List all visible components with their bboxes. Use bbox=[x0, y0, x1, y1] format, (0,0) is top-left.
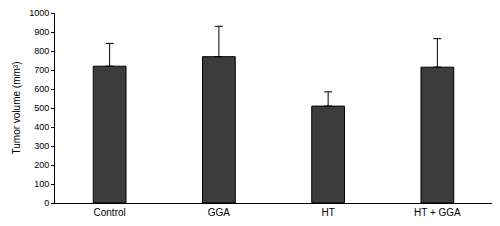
svg-text:HT: HT bbox=[321, 207, 334, 218]
svg-text:400: 400 bbox=[34, 122, 49, 132]
svg-text:600: 600 bbox=[34, 84, 49, 94]
svg-text:HT + GGA: HT + GGA bbox=[414, 207, 461, 218]
svg-text:GGA: GGA bbox=[208, 207, 231, 218]
svg-text:100: 100 bbox=[34, 179, 49, 189]
svg-text:500: 500 bbox=[34, 103, 49, 113]
svg-text:200: 200 bbox=[34, 160, 49, 170]
svg-text:900: 900 bbox=[34, 27, 49, 37]
svg-text:800: 800 bbox=[34, 46, 49, 56]
svg-text:0: 0 bbox=[44, 198, 49, 208]
svg-text:Tumor volume (mm³): Tumor volume (mm³) bbox=[11, 62, 22, 155]
svg-text:Control: Control bbox=[94, 207, 126, 218]
svg-text:700: 700 bbox=[34, 65, 49, 75]
svg-text:1000: 1000 bbox=[29, 8, 49, 18]
svg-text:300: 300 bbox=[34, 141, 49, 151]
